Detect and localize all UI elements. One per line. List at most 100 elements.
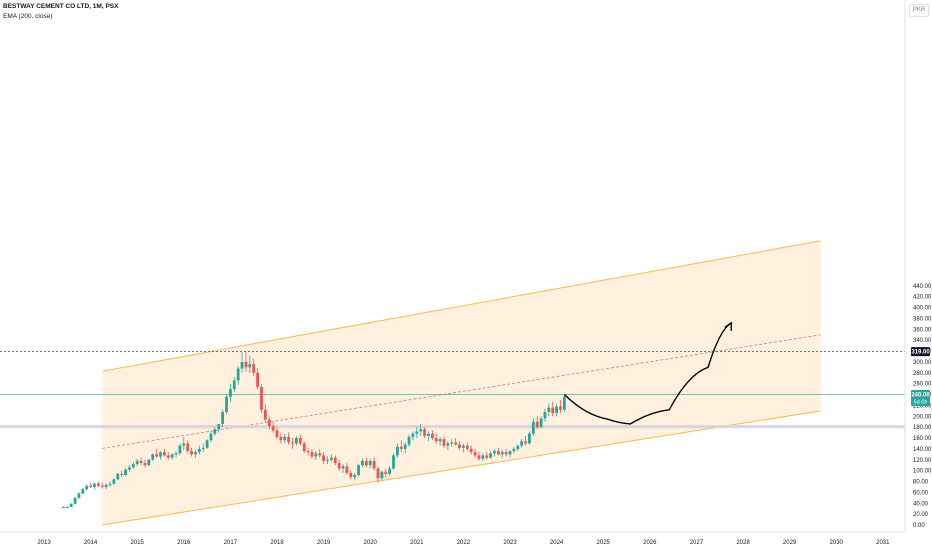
indicator-label: EMA (200, close) [3, 13, 53, 20]
candle-body [131, 464, 135, 468]
candle-body [555, 406, 558, 414]
candle-2021-01 [415, 427, 419, 439]
candle-2020-12 [411, 431, 415, 441]
candle-2018-01 [275, 427, 279, 440]
candle-2024-01 [555, 404, 558, 417]
candle-body [151, 454, 155, 460]
candle-2018-07 [298, 434, 302, 446]
candle-2017-11 [267, 416, 271, 430]
candle-2019-05 [337, 459, 341, 471]
candle-body [372, 460, 376, 469]
candle-body [520, 441, 524, 446]
candle-2014-10 [124, 468, 127, 477]
candle-2019-01 [322, 452, 325, 465]
channel-upper-line [102, 240, 821, 372]
candle-body [551, 407, 555, 414]
candle-2015-05 [151, 453, 155, 461]
candle-body [77, 493, 81, 498]
candle-2016-12 [225, 394, 228, 415]
candle-2017-09 [260, 383, 263, 414]
candle-body [434, 438, 438, 442]
candle-2014-05 [104, 483, 108, 490]
candle-2019-03 [329, 454, 333, 462]
candle-2015-11 [174, 451, 178, 458]
price-label-text: 319.00 [911, 350, 930, 356]
candle-body [81, 489, 85, 494]
candle-2014-11 [128, 465, 131, 472]
y-tick-label: 400.00 [913, 306, 932, 312]
candle-body [469, 448, 473, 453]
x-tick-label: 2014 [84, 540, 98, 546]
candle-2021-08 [442, 436, 446, 448]
y-tick-label: 120.00 [913, 458, 932, 464]
candle-2021-02 [419, 423, 423, 436]
price-label-text: 240.00 [911, 393, 930, 399]
candle-body [186, 443, 190, 452]
candle-2019-04 [333, 455, 337, 466]
x-tick-label: 2026 [643, 540, 657, 546]
candle-2021-05 [430, 430, 434, 441]
candle-body [516, 445, 520, 449]
candle-2016-11 [221, 409, 225, 428]
candle-2015-03 [143, 459, 147, 468]
candle-body [442, 439, 446, 446]
price-label-box [911, 347, 930, 357]
candle-2023-12 [551, 402, 555, 417]
candle-body [493, 451, 496, 454]
chart-title: BESTWAY CEMENT CO LTD, 1M, PSX [3, 3, 119, 10]
candle-body [539, 418, 543, 428]
candle-body [543, 411, 547, 419]
candle-body [562, 396, 566, 410]
currency-button[interactable]: PKR [909, 4, 929, 17]
candle-body [295, 438, 298, 444]
candle-body [341, 466, 345, 469]
candle-2015-07 [159, 451, 162, 460]
candle-2015-04 [147, 458, 151, 467]
candle-body [485, 455, 489, 458]
x-tick-label: 2015 [131, 540, 145, 546]
candle-body [454, 442, 458, 445]
support-zone [0, 424, 905, 429]
candle-body [162, 452, 166, 456]
candle-2015-06 [155, 448, 159, 458]
candle-2016-08 [209, 431, 213, 443]
x-tick-label: 2027 [690, 540, 704, 546]
y-tick-label: 220.00 [913, 403, 932, 409]
candle-body [139, 460, 143, 464]
x-tick-label: 2029 [783, 540, 797, 546]
candle-body [368, 460, 372, 466]
x-tick-label: 2019 [317, 540, 331, 546]
candle-body [263, 409, 267, 420]
candle-2017-05 [244, 351, 248, 372]
candle-body [65, 507, 69, 509]
candle-body [128, 467, 131, 470]
candle-2013-09 [73, 496, 77, 505]
y-tick-label: 280.00 [913, 371, 932, 377]
candle-2014-01 [89, 482, 92, 489]
candle-2019-09 [353, 472, 357, 481]
x-tick-label: 2021 [410, 540, 424, 546]
candle-body [458, 444, 461, 448]
candle-body [69, 503, 73, 508]
x-tick-label: 2031 [876, 540, 890, 546]
candle-body [427, 433, 430, 436]
candle-2014-08 [116, 472, 120, 481]
candle-2023-06 [528, 431, 531, 445]
candle-2013-12 [85, 484, 89, 491]
candle-body [329, 457, 333, 460]
candle-2018-03 [283, 433, 287, 444]
candle-2022-11 [500, 449, 504, 458]
candle-body [271, 426, 275, 431]
candle-body [252, 364, 256, 373]
candle-2022-04 [473, 448, 477, 458]
candle-2022-01 [462, 443, 465, 453]
candle-2014-04 [100, 482, 104, 489]
candle-2018-12 [318, 448, 322, 458]
y-tick-label: 380.00 [913, 316, 932, 322]
candle-2017-03 [236, 366, 240, 385]
candle-body [143, 463, 147, 466]
candle-body [349, 472, 353, 478]
candle-body [96, 483, 100, 486]
candle-body [85, 485, 89, 490]
